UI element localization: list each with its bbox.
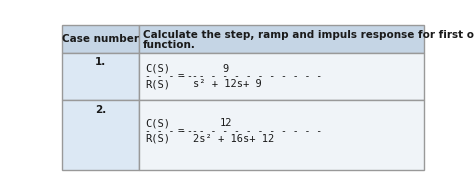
Text: Case number: Case number	[62, 34, 139, 44]
Bar	[62, 25, 139, 53]
Text: Calculate the step, ramp and impuls response for first order transfer: Calculate the step, ramp and impuls resp…	[143, 29, 474, 40]
Text: - - - - -: - - - - -	[145, 71, 198, 81]
Text: - - - - -: - - - - -	[145, 126, 198, 136]
Bar	[139, 100, 424, 170]
Text: =: =	[178, 126, 184, 136]
Text: - - - - - - - - - - - -: - - - - - - - - - - - -	[187, 71, 322, 81]
Bar	[139, 25, 424, 53]
Text: R(S): R(S)	[145, 134, 170, 144]
Text: function.: function.	[143, 40, 196, 50]
Text: 9: 9	[223, 64, 229, 74]
Text: 1.: 1.	[95, 57, 106, 67]
Text: C(S): C(S)	[145, 64, 170, 74]
Bar	[139, 53, 424, 100]
Text: s² + 12s+ 9: s² + 12s+ 9	[193, 79, 262, 89]
Bar	[62, 53, 139, 100]
Text: C(S): C(S)	[145, 118, 170, 128]
Text: 2.: 2.	[95, 105, 106, 114]
Bar	[62, 100, 139, 170]
Text: R(S): R(S)	[145, 79, 170, 89]
Text: 2s² + 16s+ 12: 2s² + 16s+ 12	[193, 134, 274, 144]
Text: 12: 12	[219, 118, 232, 128]
Text: - - - - - - - - - - - -: - - - - - - - - - - - -	[187, 126, 322, 136]
Text: =: =	[178, 71, 184, 81]
